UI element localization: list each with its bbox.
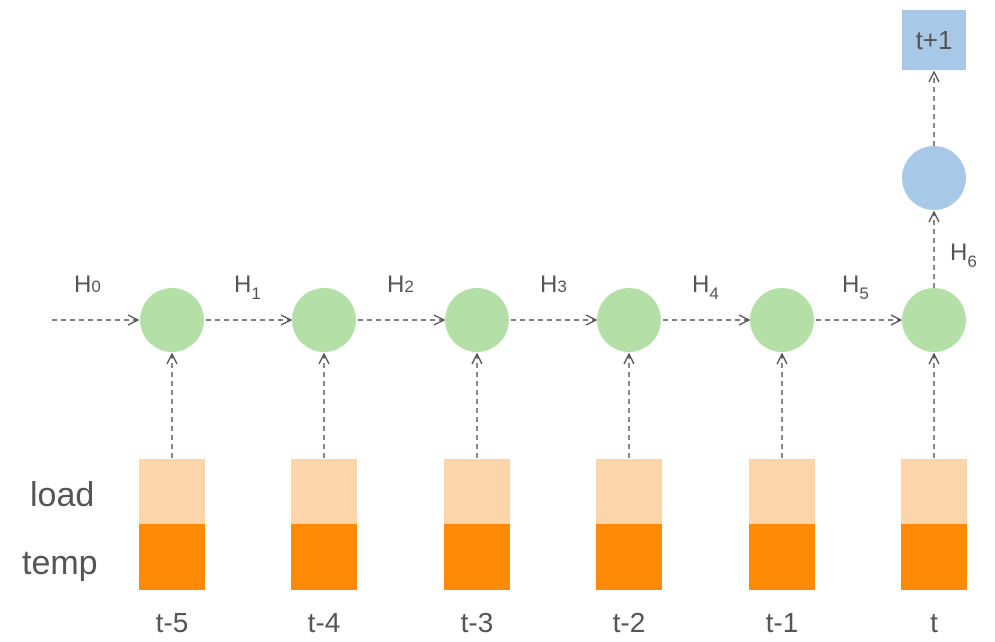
temp-box-t-5 <box>139 524 205 590</box>
temp-box-t-1 <box>749 524 815 590</box>
hidden-state-label-2: H2 <box>387 271 414 298</box>
rnn-cell-t-1 <box>750 288 814 352</box>
time-step-label-t-4: t-4 <box>308 607 341 638</box>
rnn-cell-t-4 <box>292 288 356 352</box>
row-label-load: load <box>30 476 94 514</box>
temp-box-t-3 <box>444 524 510 590</box>
rnn-cell-t-3 <box>445 288 509 352</box>
row-label-temp: temp <box>22 544 98 582</box>
time-step-label-t-1: t-1 <box>766 607 799 638</box>
time-step-label-t-3: t-3 <box>461 607 494 638</box>
hidden-state-label-6: H6 <box>950 239 977 271</box>
load-box-t-5 <box>139 459 205 524</box>
temp-box-t-2 <box>596 524 662 590</box>
output-box <box>902 10 966 70</box>
load-box-t-4 <box>291 459 357 524</box>
hidden-state-label-4: H4 <box>692 271 719 303</box>
hidden-state-label-1: H1 <box>234 271 261 303</box>
rnn-cell-t-5 <box>140 288 204 352</box>
rnn-cell-t <box>902 288 966 352</box>
output-label: t+1 <box>916 25 953 55</box>
load-box-t <box>901 459 967 524</box>
hidden-state-label-3: H3 <box>540 271 567 298</box>
temp-box-t <box>901 524 967 590</box>
time-step-label-t-2: t-2 <box>613 607 646 638</box>
load-box-t-1 <box>749 459 815 524</box>
rnn-cell-t-2 <box>597 288 661 352</box>
temp-box-t-4 <box>291 524 357 590</box>
time-step-label-t: t <box>930 607 938 638</box>
load-box-t-3 <box>444 459 510 524</box>
load-box-t-2 <box>596 459 662 524</box>
output-node <box>902 146 966 210</box>
hidden-state-label-5: H5 <box>842 271 869 303</box>
hidden-state-label-0: H0 <box>74 271 101 298</box>
time-step-label-t-5: t-5 <box>156 607 189 638</box>
